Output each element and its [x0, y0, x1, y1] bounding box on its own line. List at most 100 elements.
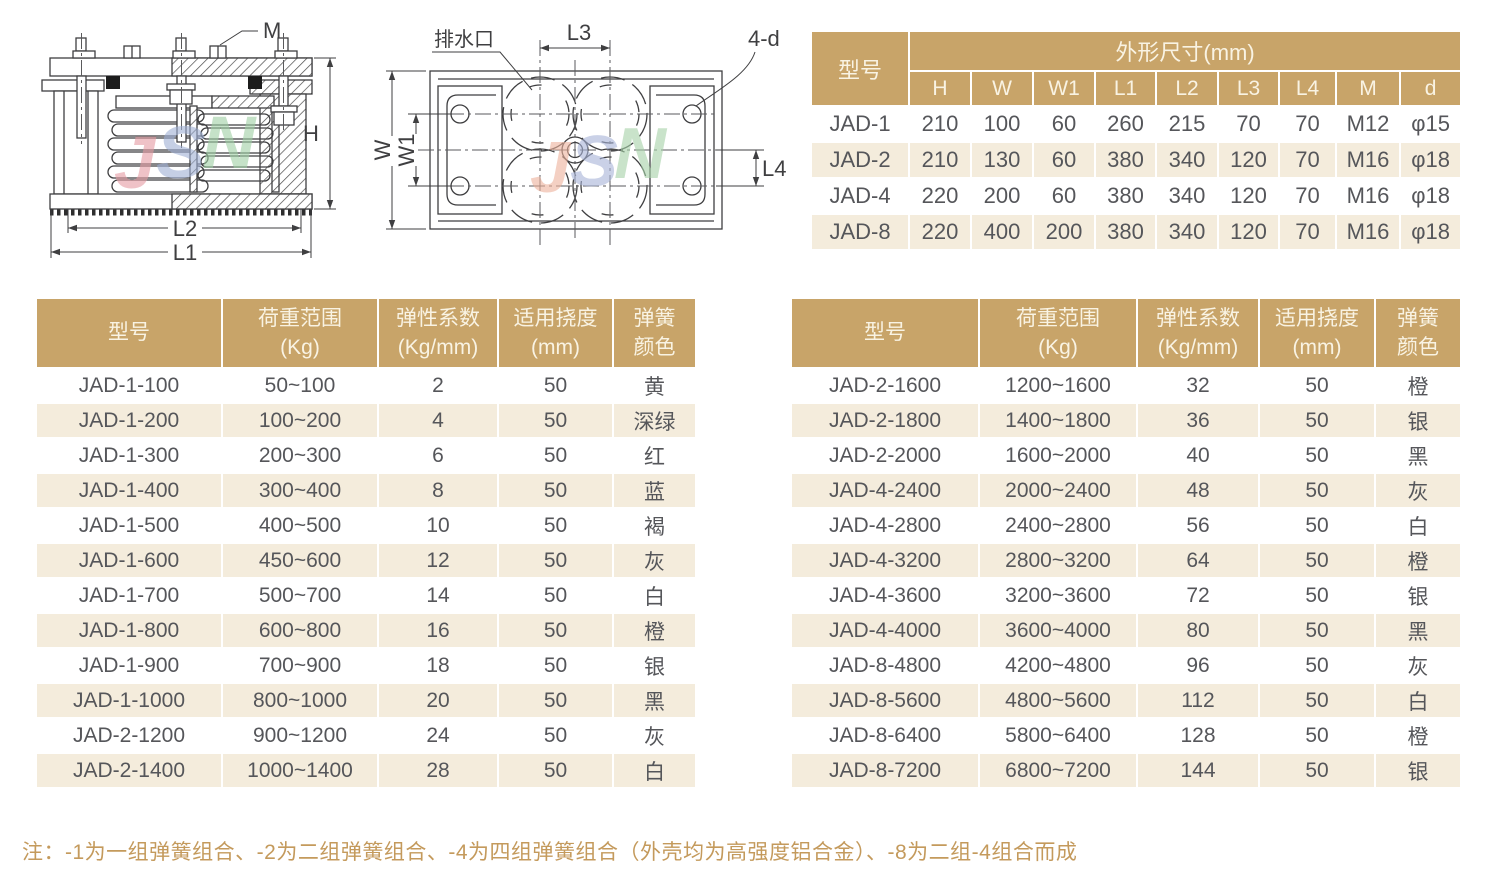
value-cell: 340 [1155, 177, 1219, 215]
value-cell: 50 [1258, 542, 1376, 579]
value-cell: 64 [1136, 542, 1260, 579]
value-cell: 橙 [1374, 367, 1462, 404]
table-row: JAD-4-2800 2400~2800 56 50 白 [790, 507, 1462, 544]
value-cell: 6800~7200 [978, 752, 1138, 789]
model-cell: JAD-1 [810, 105, 910, 143]
watermark-letter-n: N [614, 114, 668, 194]
left-spring-coil [107, 109, 209, 193]
value-cell: 200~300 [221, 437, 379, 474]
value-cell: 340 [1155, 213, 1219, 251]
value-cell: 800~1000 [221, 682, 379, 719]
value-cell: 18 [377, 647, 499, 684]
value-cell: 215 [1155, 105, 1219, 143]
watermark-letter-s: S [156, 111, 205, 194]
column-header-w1: W1 [1032, 70, 1096, 107]
value-cell: 橙 [612, 612, 697, 649]
value-cell: 红 [612, 437, 697, 474]
value-cell: 1000~1400 [221, 752, 379, 789]
model-cell: JAD-8-6400 [790, 717, 980, 754]
value-cell: 8 [377, 472, 499, 509]
value-cell: 400 [970, 213, 1034, 251]
value-cell: 白 [1374, 507, 1462, 544]
value-cell: 50 [497, 752, 614, 789]
value-cell: 36 [1136, 402, 1260, 439]
value-cell: 蓝 [612, 472, 697, 509]
dim-label-l4: L4 [762, 156, 786, 181]
value-cell: M16 [1335, 177, 1401, 215]
value-cell: 10 [377, 507, 499, 544]
value-cell: 50 [1258, 752, 1376, 789]
column-header-m: M [1335, 70, 1401, 107]
header-line: 颜色 [633, 336, 676, 359]
value-cell: 灰 [1374, 647, 1462, 684]
value-cell: 50 [497, 402, 614, 439]
value-cell: 银 [612, 647, 697, 684]
column-header-d: d [1398, 70, 1463, 107]
table-row: JAD-1-600 450~600 12 50 灰 [35, 542, 697, 579]
value-cell: 50 [1258, 402, 1376, 439]
value-cell: 白 [1374, 682, 1462, 719]
value-cell: 50 [1258, 507, 1376, 544]
header-line: 适用挠度 [1275, 306, 1359, 330]
value-cell: 50 [497, 577, 614, 614]
value-cell: 500~700 [221, 577, 379, 614]
value-cell: 2000~2400 [978, 472, 1138, 509]
table-row: JAD-8-7200 6800~7200 144 50 银 [790, 752, 1462, 789]
value-cell: 50 [497, 647, 614, 684]
table-row: JAD-1 210 100 60 260 215 70 70 M12 φ15 [810, 105, 1463, 143]
value-cell: 24 [377, 717, 499, 754]
value-cell: 灰 [612, 542, 697, 579]
value-cell: 黑 [612, 682, 697, 719]
model-cell: JAD-2-1400 [35, 752, 223, 789]
value-cell: 12 [377, 542, 499, 579]
table-row: JAD-1-500 400~500 10 50 褐 [35, 507, 697, 544]
value-cell: 银 [1374, 752, 1462, 789]
spec-table-right: 型号 荷重范围 (Kg) 弹性系数 (Kg/mm) 适用挠度 (mm) 弹簧 颜… [790, 297, 1462, 789]
column-header-stiffness: 弹性系数 (Kg/mm) [377, 297, 499, 369]
header-line: (Kg) [280, 336, 320, 359]
model-cell: JAD-4-3200 [790, 542, 980, 579]
value-cell: 900~1200 [221, 717, 379, 754]
column-header-deflection: 适用挠度 (mm) [1258, 297, 1376, 369]
value-cell: 50 [497, 717, 614, 754]
table-row: JAD-2-1200 900~1200 24 50 灰 [35, 717, 697, 754]
value-cell: 6 [377, 437, 499, 474]
watermark-letter-j: J [530, 128, 572, 208]
value-cell: 白 [612, 577, 697, 614]
value-cell: 50 [497, 507, 614, 544]
left-housing [53, 90, 99, 195]
jsn-watermark: J S N [530, 114, 668, 208]
column-header-model: 型号 [790, 297, 980, 369]
value-cell: 130 [970, 141, 1034, 179]
value-cell: 70 [1217, 105, 1280, 143]
note-text: 注：-1为一组弹簧组合、-2为二组弹簧组合、-4为四组弹簧组合（外壳均为高强度铝… [22, 841, 1078, 864]
table-row: JAD-2 210 130 60 380 340 120 70 M16 φ18 [810, 141, 1463, 179]
dim-label-w: W [372, 139, 395, 160]
dim-label-l2: L2 [173, 216, 197, 241]
value-cell: 450~600 [221, 542, 379, 579]
column-header-model: 型号 [35, 297, 223, 369]
value-cell: 16 [377, 612, 499, 649]
right-spring-coil [197, 113, 274, 182]
table-row: JAD-4-3600 3200~3600 72 50 银 [790, 577, 1462, 614]
drain-label: 排水口 [434, 28, 494, 51]
column-header-l1: L1 [1094, 70, 1157, 107]
value-cell: 50 [1258, 717, 1376, 754]
anchor-bolt [166, 33, 196, 148]
header-line: 弹簧 [633, 306, 676, 330]
model-cell: JAD-2-1800 [790, 402, 980, 439]
model-cell: JAD-8-7200 [790, 752, 980, 789]
value-cell: 128 [1136, 717, 1260, 754]
value-cell: 400~500 [221, 507, 379, 544]
value-cell: 700~900 [221, 647, 379, 684]
table-row: JAD-2-1800 1400~1800 36 50 银 [790, 402, 1462, 439]
value-cell: 100 [970, 105, 1034, 143]
value-cell: M16 [1335, 213, 1401, 251]
value-cell: φ18 [1398, 213, 1463, 251]
value-cell: 深绿 [612, 402, 697, 439]
column-header-l2: L2 [1155, 70, 1219, 107]
value-cell: 112 [1136, 682, 1260, 719]
value-cell: 50 [497, 437, 614, 474]
table-row: JAD-4-3200 2800~3200 64 50 橙 [790, 542, 1462, 579]
